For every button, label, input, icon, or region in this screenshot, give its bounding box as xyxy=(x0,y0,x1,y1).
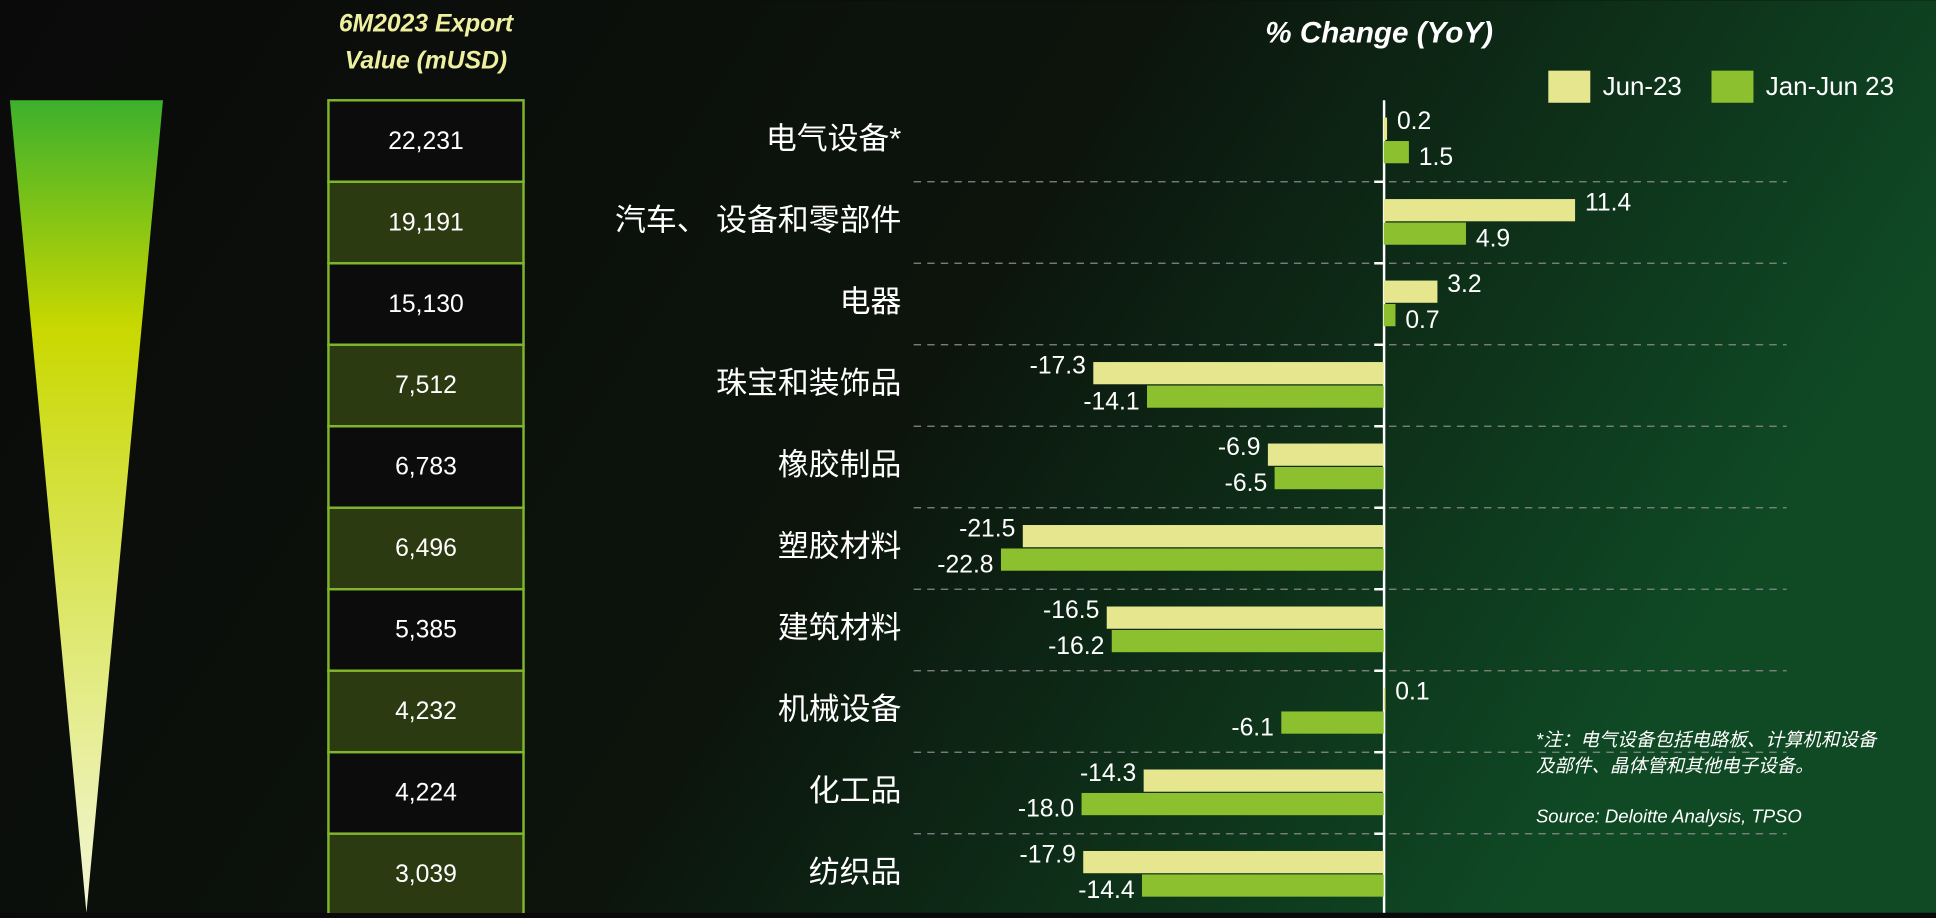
value-label: 0.1 xyxy=(1395,678,1429,705)
table-value: 3,039 xyxy=(395,861,457,888)
table-cell xyxy=(327,832,525,917)
value-label: -17.9 xyxy=(1020,841,1076,868)
category-label: 建筑材料 xyxy=(778,610,901,645)
source: Source: Deloitte Analysis, TPSO xyxy=(1536,806,1802,827)
bar xyxy=(1111,629,1384,653)
bar xyxy=(1143,769,1384,792)
value-label: 0.2 xyxy=(1397,108,1431,135)
bar xyxy=(1383,688,1386,711)
category-label: 电器 xyxy=(840,284,902,319)
bar xyxy=(1281,711,1384,734)
value-label: -6.1 xyxy=(1231,714,1274,741)
value-label: -22.8 xyxy=(937,551,993,578)
category-label: 机械设备 xyxy=(778,692,902,727)
note: *注：电气设备包括电路板、计算机和设备 xyxy=(1536,729,1878,750)
value-label: -14.4 xyxy=(1078,877,1134,904)
table-value: 5,385 xyxy=(395,617,457,644)
value-label: 4.9 xyxy=(1476,225,1510,252)
value-label: -21.5 xyxy=(959,515,1015,542)
note: 及部件、晶体管和其他电子设备。 xyxy=(1536,755,1814,776)
bar xyxy=(1274,466,1384,490)
value-label: -16.5 xyxy=(1043,597,1099,624)
category-label: 电气设备* xyxy=(766,121,901,156)
table-value: 6,783 xyxy=(395,454,457,481)
bar xyxy=(1383,199,1576,222)
bar xyxy=(1267,443,1384,466)
table-cell xyxy=(327,750,525,835)
value-label: -18.0 xyxy=(1018,796,1074,823)
bar xyxy=(1093,362,1384,385)
bar xyxy=(1383,304,1396,327)
legend-label: Jan-Jun 23 xyxy=(1766,73,1894,101)
table-value: 7,512 xyxy=(395,372,457,399)
bar xyxy=(1022,525,1384,548)
value-label: -6.5 xyxy=(1225,470,1268,497)
value-label: -16.2 xyxy=(1048,633,1104,660)
legend-swatch xyxy=(1548,70,1591,103)
value-label: -6.9 xyxy=(1218,434,1261,461)
category-label: 珠宝和装饰品 xyxy=(716,366,901,401)
category-label: 纺织品 xyxy=(809,855,902,890)
value-label: 1.5 xyxy=(1419,144,1453,171)
table-cell xyxy=(327,262,525,346)
category-label: 化工品 xyxy=(809,773,902,808)
value-label: 0.7 xyxy=(1405,307,1439,334)
category-label: 橡胶制品 xyxy=(778,447,901,482)
bar xyxy=(1383,117,1388,140)
value-label: -14.3 xyxy=(1080,760,1136,787)
funnel xyxy=(9,100,163,913)
table-cell xyxy=(327,587,525,672)
bar xyxy=(1383,222,1466,245)
value-label: -14.1 xyxy=(1083,388,1139,415)
legend-swatch xyxy=(1711,70,1754,103)
table-value: 4,224 xyxy=(395,780,457,807)
value-label: 3.2 xyxy=(1447,271,1481,298)
bar xyxy=(1106,606,1384,629)
legend-label: Jun-23 xyxy=(1603,73,1682,101)
value-label: -17.3 xyxy=(1030,353,1086,380)
table-value: 6,496 xyxy=(395,535,457,562)
category-label: 塑胶材料 xyxy=(778,529,901,564)
table-value: 15,130 xyxy=(388,291,464,318)
bar xyxy=(1000,548,1384,571)
table-value: 22,231 xyxy=(388,128,464,155)
bar xyxy=(1083,850,1384,874)
table-header: Value (mUSD) xyxy=(345,48,507,75)
bar xyxy=(1383,141,1409,164)
table-value: 4,232 xyxy=(395,698,457,725)
value-label: 11.4 xyxy=(1585,190,1631,217)
bar xyxy=(1141,874,1384,897)
table-header: 6M2023 Export xyxy=(339,10,515,37)
table-value: 19,191 xyxy=(388,209,464,236)
category-label: 汽车、 设备和零部件 xyxy=(615,203,901,238)
chart-title: % Change (YoY) xyxy=(1265,17,1493,50)
table-cell xyxy=(327,506,525,591)
bar xyxy=(1081,792,1384,816)
bar xyxy=(1147,385,1384,408)
table-cell xyxy=(327,99,525,184)
bar xyxy=(1383,280,1438,303)
table-cell xyxy=(327,669,525,754)
